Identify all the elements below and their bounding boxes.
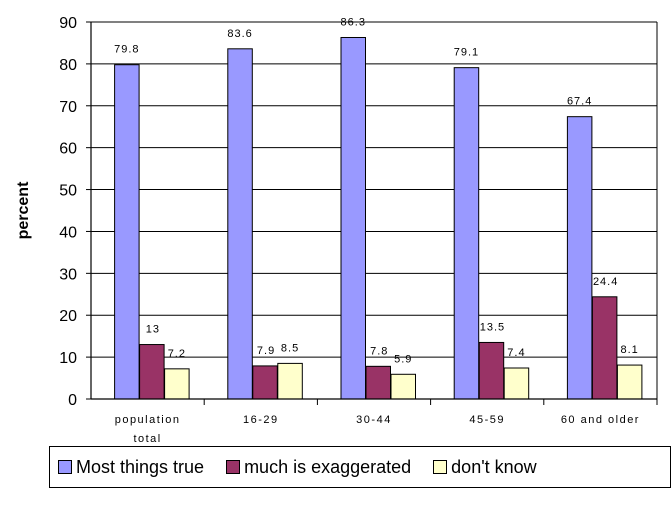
bar: [114, 64, 140, 400]
y-tick-label: 0: [68, 392, 77, 409]
y-tick-label: 80: [59, 57, 77, 74]
y-tick-label: 90: [59, 15, 77, 32]
data-label: 7.8: [370, 345, 388, 357]
y-tick-label: 60: [59, 141, 77, 158]
legend-item-most-things-true: Most things true: [58, 457, 204, 478]
y-axis-label: percent: [15, 181, 32, 239]
data-label: 13: [146, 324, 160, 336]
bar: [478, 341, 505, 400]
legend-label-most-things-true: Most things true: [76, 456, 205, 477]
data-label: 7.4: [507, 347, 525, 359]
x-tick-label: total: [133, 433, 161, 445]
y-tick-label: 40: [59, 224, 77, 241]
bar: [591, 296, 618, 400]
bar: [390, 373, 416, 400]
data-label: 79.1: [454, 47, 479, 59]
legend-swatch-most-things-true: [58, 460, 72, 474]
data-label: 13.5: [480, 321, 505, 333]
x-tick-label: 16-29: [243, 414, 279, 426]
data-label: 5.9: [394, 353, 412, 365]
y-tick-label: 20: [59, 308, 77, 325]
bars: [114, 36, 643, 400]
legend-label-dont-know: don't know: [451, 456, 537, 477]
data-label: 79.8: [114, 44, 139, 56]
legend-swatch-dont-know: [433, 460, 448, 474]
x-tick-label: 60 and older: [561, 414, 640, 426]
legend-swatch-much-is-exaggerated: [226, 460, 241, 474]
data-label: 67.4: [567, 96, 592, 108]
bar: [365, 365, 391, 400]
y-tick-label: 10: [59, 350, 77, 367]
bar: [164, 368, 190, 400]
data-label: 83.6: [227, 28, 252, 40]
y-tick-label: 30: [59, 266, 77, 283]
y-tick-label: 70: [59, 99, 77, 116]
x-tick-label: 45-59: [469, 414, 505, 426]
legend-label-much-is-exaggerated: much is exaggerated: [244, 456, 412, 477]
bar: [566, 116, 593, 400]
axes: 0 10 20 30 40 50 60 70 80 90 population total 16-29 3…: [59, 15, 658, 445]
data-label: 24.4: [593, 276, 618, 288]
bar: [616, 364, 643, 400]
y-tick-label: 50: [59, 183, 77, 200]
bar: [340, 36, 366, 400]
legend-item-dont-know: don't know: [433, 457, 537, 478]
legend-item-much-is-exaggerated: much is exaggerated: [226, 457, 411, 478]
data-label: 8.1: [621, 344, 639, 356]
data-label: 8.5: [281, 342, 299, 354]
x-tick-label: 30-44: [356, 414, 392, 426]
legend: Most things true much is exaggerated don…: [49, 446, 671, 488]
bar: [139, 344, 165, 400]
data-label: 7.9: [257, 345, 275, 357]
data-label: 7.2: [168, 348, 186, 360]
bar: [252, 365, 278, 400]
bar: [227, 48, 253, 400]
bar: [503, 367, 530, 400]
bar: [453, 67, 480, 400]
x-tick-label: population: [115, 414, 181, 426]
bar: [277, 362, 303, 400]
